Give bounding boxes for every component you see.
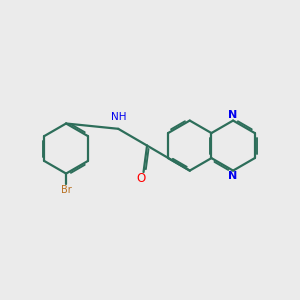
Text: N: N: [229, 110, 238, 120]
Text: N: N: [229, 171, 238, 181]
Text: Br: Br: [61, 185, 71, 195]
Text: O: O: [136, 172, 145, 185]
Text: NH: NH: [111, 112, 127, 122]
